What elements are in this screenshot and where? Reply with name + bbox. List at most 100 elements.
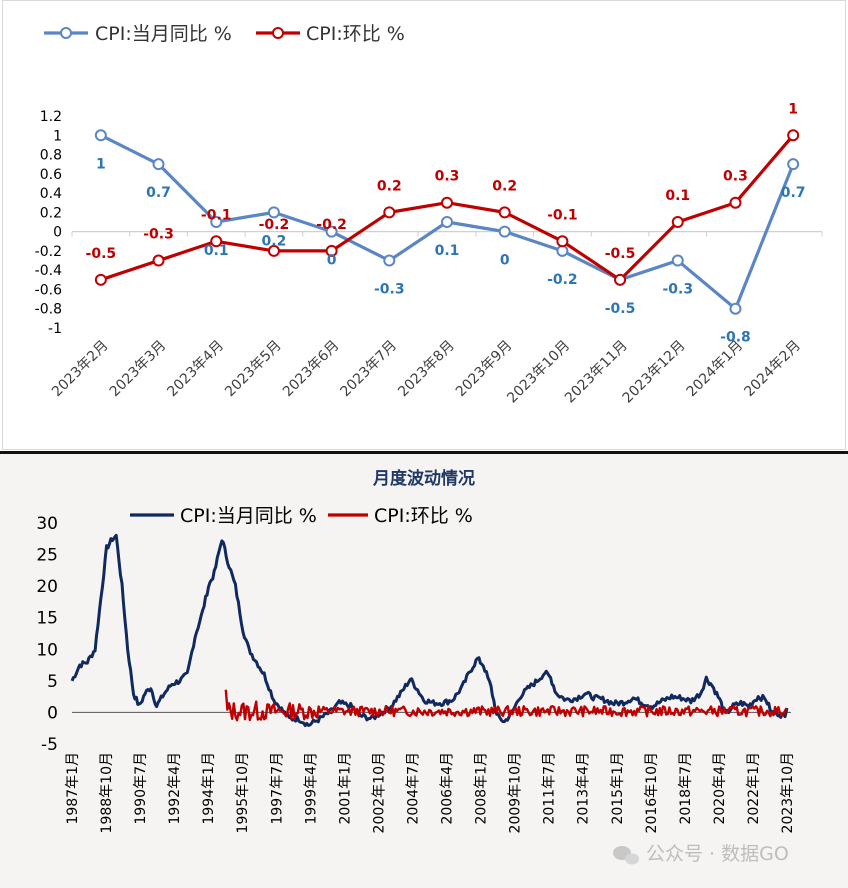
top-chart-panel (2, 0, 846, 450)
data-point-yoy (383, 254, 396, 267)
data-point-mom (498, 206, 511, 219)
x-tick-label: 1994年1月 (201, 752, 217, 825)
x-tick-label: 2006年4月 (440, 752, 456, 825)
data-label-yoy: -0.3 (662, 282, 693, 298)
x-tick-label: 2018年7月 (678, 752, 694, 825)
x-tick-label: 2009年10月 (508, 752, 524, 833)
chart-title: 月度波动情况 (372, 468, 475, 489)
data-label-mom: -0.1 (201, 207, 232, 223)
panel-divider (0, 451, 848, 454)
data-label-mom: -0.3 (143, 227, 174, 243)
data-label-yoy: 0.7 (781, 185, 806, 201)
y-tick-label: 20 (36, 577, 58, 597)
y-tick-label: 30 (36, 514, 58, 534)
x-tick-label: 1999年4月 (303, 752, 319, 825)
x-tick-label: 2023年9月 (453, 338, 516, 401)
data-point-mom (94, 273, 107, 286)
data-label-mom: -0.2 (259, 217, 290, 233)
data-label-yoy: 0.1 (435, 243, 460, 259)
y-tick-label: 0 (47, 703, 58, 723)
y-tick-label: -1 (48, 321, 62, 337)
data-point-mom (556, 235, 569, 248)
legend-label-yoy: CPI:当月同比 % (95, 23, 232, 45)
y-tick-label: -0.2 (35, 244, 62, 260)
data-label-yoy: -0.5 (605, 301, 636, 317)
data-label-yoy: 0.2 (262, 233, 287, 249)
data-label-mom: -0.5 (605, 246, 636, 262)
x-tick-label: 2023年3月 (107, 338, 170, 401)
legend-label-mom: CPI:环比 % (306, 23, 405, 45)
x-tick-label: 1992年4月 (167, 752, 183, 825)
data-point-mom (729, 196, 742, 209)
x-tick-label: 2002年10月 (371, 752, 387, 833)
data-point-mom (383, 206, 396, 219)
data-point-yoy (671, 254, 684, 267)
data-label-yoy: -0.8 (720, 330, 751, 346)
data-label-mom: 0.2 (492, 178, 517, 194)
x-tick-label: 2015年1月 (610, 752, 626, 825)
x-tick-label: 1990年7月 (133, 752, 149, 825)
data-point-yoy (498, 225, 511, 238)
data-label-mom: 0.1 (665, 188, 690, 204)
data-label-mom: -0.1 (547, 207, 578, 223)
x-tick-label: 2023年6月 (280, 338, 343, 401)
x-tick-label: 2008年1月 (474, 752, 490, 825)
x-tick-label: 1997年7月 (269, 752, 285, 825)
legend-marker-mom (272, 27, 284, 39)
y-tick-label: 5 (47, 672, 58, 692)
data-point-mom (614, 273, 627, 286)
x-tick-label: 2023年8月 (395, 338, 458, 401)
y-tick-label: 1.2 (40, 109, 62, 125)
x-tick-label: 2013年4月 (576, 752, 592, 825)
y-tick-label: -0.6 (35, 282, 62, 298)
y-tick-label: 0.4 (40, 186, 62, 202)
data-label-yoy: 0 (500, 253, 510, 269)
data-point-mom (267, 244, 280, 257)
data-label-yoy: 0.1 (204, 243, 229, 259)
x-tick-label: 2023年7月 (338, 338, 401, 401)
legend-label-mom: CPI:环比 % (374, 505, 473, 527)
data-point-yoy (152, 158, 165, 171)
data-label-mom: -0.2 (316, 217, 347, 233)
watermark-text: 公众号 · 数据GO (646, 843, 789, 865)
x-tick-label: 2016年10月 (644, 752, 660, 833)
x-tick-label: 2001年1月 (337, 752, 353, 825)
x-tick-label: 2023年5月 (222, 338, 285, 401)
y-tick-label: -0.4 (35, 263, 62, 279)
watermark-icon (613, 846, 639, 865)
data-point-yoy (325, 225, 338, 238)
data-point-yoy (210, 216, 223, 228)
x-tick-label: 2023年12月 (620, 338, 689, 407)
data-label-mom: 1 (788, 101, 798, 117)
data-point-mom (787, 129, 800, 142)
data-point-mom (210, 235, 223, 248)
data-label-yoy: -0.3 (374, 282, 405, 298)
y-tick-label: 10 (36, 640, 58, 660)
data-point-yoy (729, 302, 742, 315)
x-tick-label: 2004年7月 (405, 752, 421, 825)
legend-marker-yoy (60, 27, 72, 39)
data-point-yoy (94, 129, 107, 142)
x-tick-label: 2023年4月 (164, 338, 227, 401)
y-tick-label: 25 (36, 546, 58, 566)
legend-label-yoy: CPI:当月同比 % (180, 505, 317, 527)
series-line-yoy (70, 533, 789, 728)
y-tick-label: 1 (53, 128, 62, 144)
data-label-mom: 0.2 (377, 178, 402, 194)
x-tick-label: 2022年1月 (746, 752, 762, 825)
data-point-mom (671, 216, 684, 228)
y-tick-label: 0.2 (40, 205, 62, 221)
y-tick-label: 15 (36, 609, 58, 629)
x-tick-label: 1987年1月 (65, 752, 81, 825)
data-label-yoy: 1 (96, 156, 106, 172)
x-tick-label: 2024年2月 (741, 338, 804, 401)
bottom-chart-panel (0, 454, 848, 888)
x-tick-label: 2023年2月 (49, 338, 112, 401)
data-point-yoy (787, 158, 800, 171)
y-tick-label: 0.8 (40, 148, 62, 164)
data-label-mom: 0.3 (435, 169, 460, 185)
data-point-yoy (441, 216, 453, 228)
data-point-yoy (267, 206, 280, 219)
series-line-mom (224, 689, 788, 722)
